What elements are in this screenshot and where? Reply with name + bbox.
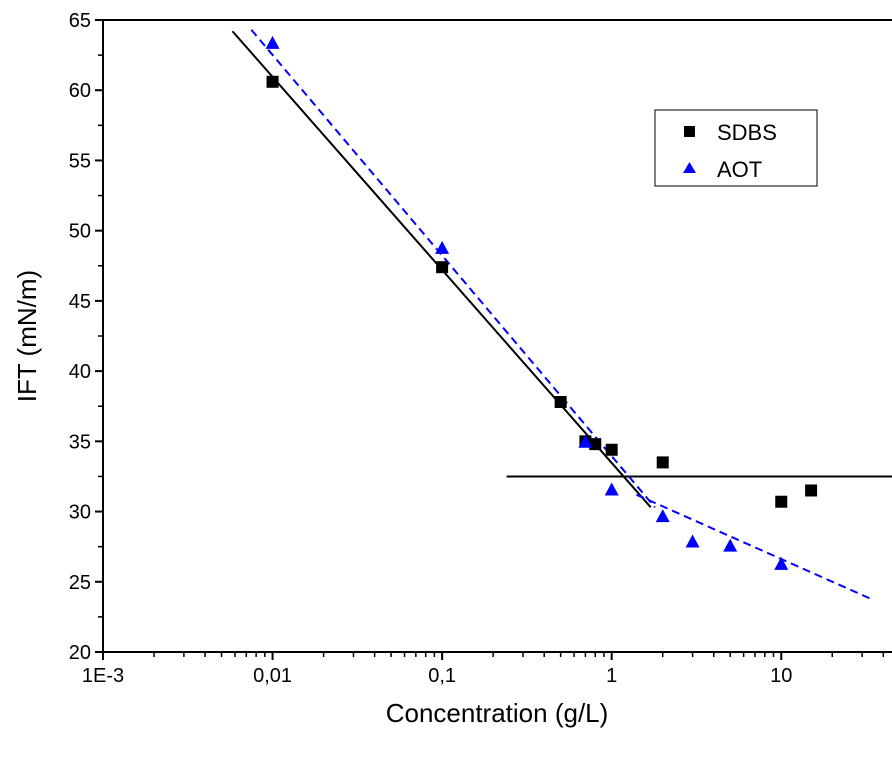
y-tick-label: 60 bbox=[69, 80, 91, 102]
aot-point bbox=[655, 509, 670, 523]
legend-aot-marker bbox=[683, 162, 696, 173]
sdbs-point bbox=[656, 456, 669, 469]
y-tick-label: 30 bbox=[69, 502, 91, 524]
legend-sdbs-marker bbox=[684, 126, 695, 137]
sdbs-point bbox=[589, 438, 602, 451]
y-tick-label: 55 bbox=[69, 150, 91, 172]
sdbs-point bbox=[266, 75, 279, 88]
aot-point bbox=[265, 35, 280, 49]
x-tick-label: 1E-3 bbox=[82, 665, 124, 687]
aot-point bbox=[685, 534, 700, 548]
y-tick-label: 50 bbox=[69, 221, 91, 243]
y-tick-label: 45 bbox=[69, 291, 91, 313]
legend-aot-label: AOT bbox=[717, 157, 762, 182]
x-axis-title: Concentration (g/L) bbox=[386, 698, 609, 728]
y-tick-label: 35 bbox=[69, 431, 91, 453]
legend-sdbs-label: SDBS bbox=[717, 120, 777, 145]
aot-point bbox=[578, 434, 593, 448]
data-markers bbox=[265, 35, 818, 570]
y-ticks: 20 25 30 35 40 45 50 55 60 65 bbox=[69, 10, 103, 664]
y-tick-label: 25 bbox=[69, 572, 91, 594]
aot-point bbox=[723, 538, 738, 552]
y-tick-label: 65 bbox=[69, 10, 91, 32]
sdbs-point bbox=[775, 495, 788, 508]
sdbs-point bbox=[554, 396, 567, 409]
aot-point bbox=[604, 482, 619, 496]
y-axis-title: IFT (mN/m) bbox=[12, 270, 42, 402]
legend: SDBS AOT bbox=[654, 109, 818, 187]
legend-box bbox=[654, 109, 818, 187]
sdbs-point bbox=[436, 261, 449, 274]
x-tick-label: 1 bbox=[606, 665, 617, 687]
x-tick-label: 0,01 bbox=[253, 665, 292, 687]
fit-line bbox=[250, 29, 656, 508]
fit-line bbox=[636, 493, 874, 601]
sdbs-point bbox=[805, 484, 818, 497]
y-tick-label: 40 bbox=[69, 361, 91, 383]
x-ticks: 1E-3 0,01 0,1 1 10 bbox=[82, 652, 885, 687]
x-tick-label: 10 bbox=[770, 665, 792, 687]
sdbs-point bbox=[605, 443, 618, 456]
aot-point bbox=[435, 240, 450, 254]
y-tick-label: 20 bbox=[69, 642, 91, 664]
aot-point bbox=[774, 556, 789, 570]
x-tick-label: 0,1 bbox=[428, 665, 456, 687]
